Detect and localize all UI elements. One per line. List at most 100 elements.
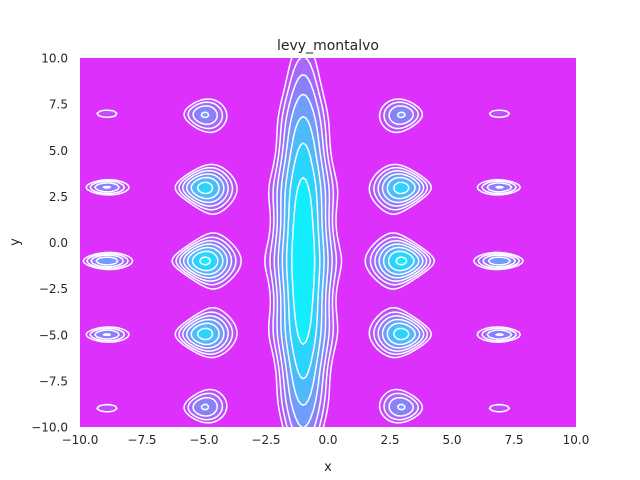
contour-band-cell: [384, 326, 389, 332]
contour-band-cell: [180, 190, 185, 195]
contour-band-cell: [296, 198, 313, 203]
contour-band-cell: [412, 114, 421, 119]
contour-band-cell: [372, 186, 381, 191]
contour-band-cell: [80, 378, 277, 384]
contour-band-cell: [224, 206, 269, 212]
contour-band-cell: [320, 74, 576, 79]
contour-band-cell: [384, 334, 389, 340]
contour-band-cell: [308, 398, 317, 404]
contour-band-cell: [80, 318, 189, 324]
contour-band-cell: [284, 394, 293, 400]
contour-band-cell: [416, 346, 576, 352]
contour-band-cell: [308, 418, 317, 424]
contour-band-cell: [276, 394, 281, 400]
contour-band-cell: [268, 322, 273, 328]
contour-band-cell: [324, 358, 329, 364]
contour-band-cell: [400, 130, 576, 135]
contour-band-cell: [196, 174, 217, 179]
contour-band-cell: [224, 122, 277, 127]
contour-band-cell: [80, 94, 285, 99]
contour-band-cell: [288, 262, 293, 268]
contour-band-cell: [212, 334, 221, 340]
contour-band-cell: [276, 310, 281, 316]
contour-band-cell: [388, 186, 393, 191]
contour-band-cell: [80, 126, 197, 131]
contour-band-cell: [416, 270, 421, 276]
contour-band-cell: [424, 186, 429, 191]
contour-band-cell: [192, 202, 197, 207]
contour-band-cell: [296, 394, 309, 400]
contour-band-cell: [492, 110, 509, 115]
contour-band-cell: [368, 266, 373, 272]
contour-band-cell: [328, 262, 333, 268]
contour-band-cell: [320, 398, 325, 404]
contour-band-cell: [280, 394, 285, 400]
contour-band-cell: [388, 202, 405, 207]
contour-band-cell: [288, 142, 293, 147]
contour-band-cell: [196, 118, 217, 123]
contour-band-cell: [328, 178, 333, 183]
contour-band-cell: [388, 418, 409, 424]
contour-band-cell: [392, 178, 409, 183]
contour-band-cell: [220, 118, 229, 123]
contour-band-cell: [80, 58, 293, 63]
x-tick-label: 5.0: [442, 433, 461, 447]
contour-band-cell: [228, 182, 233, 187]
contour-band-cell: [332, 362, 576, 368]
contour-band-cell: [316, 310, 321, 316]
contour-band-cell: [308, 326, 317, 332]
contour-band-cell: [216, 406, 225, 412]
contour-band-cell: [296, 202, 313, 207]
contour-band-cell: [308, 74, 317, 79]
contour-band-cell: [280, 206, 285, 212]
contour-band-cell: [336, 186, 369, 191]
contour-band-cell: [476, 330, 485, 336]
contour-band-cell: [180, 258, 185, 264]
contour-band-cell: [280, 290, 285, 296]
contour-band-cell: [280, 198, 285, 203]
contour-band-cell: [304, 142, 317, 147]
contour-band-cell: [324, 110, 329, 115]
contour-band-cell: [432, 334, 481, 340]
contour-band-cell: [384, 402, 389, 408]
contour-band-cell: [192, 402, 205, 408]
contour-band-cell: [388, 266, 393, 272]
contour-band-cell: [508, 182, 513, 187]
contour-band-cell: [284, 82, 289, 87]
contour-band-cell: [284, 414, 289, 420]
contour-band-cell: [292, 154, 297, 159]
contour-band-cell: [80, 330, 89, 336]
contour-band-cell: [188, 322, 193, 328]
contour-band-cell: [288, 386, 297, 392]
contour-band-cell: [324, 414, 385, 420]
contour-band-cell: [408, 206, 576, 212]
contour-band-cell: [392, 274, 405, 280]
contour-band-cell: [240, 254, 265, 260]
contour-band-cell: [292, 62, 297, 67]
contour-band-cell: [268, 334, 273, 340]
contour-band-cell: [288, 146, 293, 151]
contour-band-cell: [100, 182, 117, 187]
contour-band-cell: [224, 278, 229, 284]
contour-line-level-4: [191, 142, 415, 380]
contour-band-cell: [392, 102, 409, 107]
contour-band-cell: [288, 166, 293, 171]
contour-band-cell: [268, 202, 273, 207]
contour-band-cell: [284, 86, 289, 91]
contour-band-cell: [392, 414, 413, 420]
contour-band-cell: [328, 358, 333, 364]
contour-band-cell: [372, 198, 381, 203]
contour-band-cell: [80, 362, 277, 368]
contour-band-cell: [312, 126, 317, 131]
contour-band-cell: [288, 338, 293, 344]
contour-band-cell: [328, 218, 333, 224]
contour-band-cell: [288, 238, 293, 244]
contour-band-cell: [336, 274, 341, 280]
contour-band-cell: [124, 258, 129, 264]
contour-band-cell: [212, 182, 221, 187]
contour-band-cell: [276, 290, 281, 296]
contour-band-cell: [316, 126, 321, 131]
contour-band-cell: [128, 254, 173, 260]
contour-band-cell: [316, 358, 321, 364]
